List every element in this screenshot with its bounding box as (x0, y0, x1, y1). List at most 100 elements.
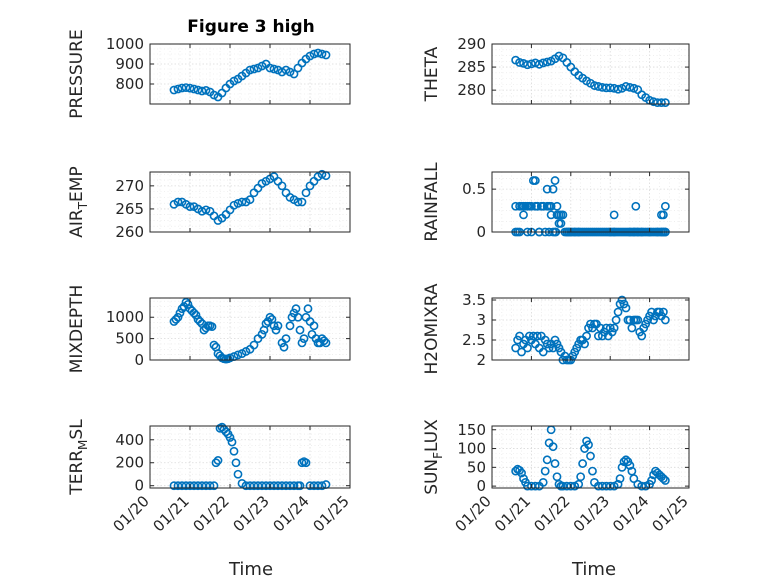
air_temp-point (249, 188, 259, 198)
rainfall-point (552, 210, 562, 220)
mixdepth-point (171, 314, 181, 324)
h2omixra-ylabel: H2OMIXRA (422, 283, 442, 374)
sun_flux-point (548, 442, 558, 452)
h2omixra-point (613, 307, 623, 317)
terr_msl-point (177, 481, 187, 491)
mixdepth-point (271, 325, 281, 335)
theta-ytick-label: 280 (457, 81, 486, 99)
air_temp-point (245, 195, 255, 205)
rainfall-point (660, 201, 670, 211)
air_temp-point (233, 198, 243, 208)
air_temp-point (297, 197, 307, 207)
air_temp-point (201, 205, 211, 215)
mixdepth-point (321, 338, 331, 348)
sun_flux-point (658, 474, 668, 484)
rainfall-point (658, 210, 668, 220)
mixdepth-ytick-label: 0 (134, 351, 144, 369)
h2omixra-point (515, 331, 524, 341)
h2omixra-ytick-label: 2.5 (462, 331, 486, 349)
terr_msl-ytick-label: 200 (115, 454, 144, 472)
pressure-axes-frame (149, 43, 351, 105)
rainfall-point (556, 210, 566, 220)
mixdepth-point (181, 297, 191, 307)
mixdepth-point (191, 310, 201, 320)
terr_msl-xtick-label: 01/24 (270, 492, 313, 535)
terr_msl-point (301, 458, 311, 468)
h2omixra-point (660, 315, 670, 325)
theta-point (625, 82, 635, 92)
air_temp-ytick-label: 265 (115, 200, 144, 218)
terr_msl-point (201, 481, 211, 491)
mixdepth-ytick-label: 500 (115, 330, 144, 348)
theta-point (542, 57, 552, 67)
terr_msl-point (225, 433, 235, 442)
pressure-point (177, 83, 187, 93)
h2omixra-ytick-label: 2 (476, 351, 486, 369)
terr_msl-point (227, 437, 237, 447)
terr_msl-point (221, 427, 231, 437)
air_temp-point (301, 188, 311, 198)
h2omixra-point (593, 331, 603, 341)
h2omixra-point (658, 307, 668, 317)
sun_flux-point (615, 474, 625, 484)
mixdepth-point (299, 334, 309, 344)
pressure-ylabel: PRESSURE (67, 29, 87, 118)
h2omixra-point (609, 323, 619, 333)
terr_msl-point (317, 481, 327, 491)
sun_flux-point (619, 457, 629, 467)
h2omixra-point (532, 331, 542, 341)
sun_flux-point (550, 459, 560, 468)
sun_flux-ylabel: SUNFLUX (422, 419, 445, 495)
terr_msl-xtick-label: 01/20 (110, 492, 153, 535)
terr_msl-point (205, 481, 215, 491)
pressure-point (181, 83, 191, 92)
mixdepth-point (261, 319, 271, 329)
sun_flux-ytick-label: 50 (467, 458, 486, 476)
rainfall-point (515, 201, 524, 211)
rainfall-ylabel: RAINFALL (422, 162, 442, 242)
sun_flux-ytick-label: 0 (476, 477, 486, 495)
rainfall-point (544, 201, 554, 211)
sun_flux-point (605, 481, 615, 491)
mixdepth-point (265, 312, 275, 322)
h2omixra-point (637, 331, 647, 341)
air_temp-ylabel: AIRTEMP (67, 166, 90, 237)
sun_flux-point (584, 440, 593, 450)
terr_msl-point (169, 481, 179, 491)
pressure-point (313, 48, 323, 58)
rainfall-point (554, 219, 564, 228)
terr_msl-point (185, 481, 195, 491)
mixdepth-point (287, 312, 297, 322)
sun_flux-xtick-label: 01/20 (452, 492, 495, 535)
rainfall-point (548, 184, 558, 194)
h2omixra-point (621, 303, 631, 313)
sun_flux-point (538, 477, 548, 487)
theta-point (593, 82, 603, 91)
terr_msl-xtick-label: 01/21 (150, 492, 193, 535)
sun_flux-point (578, 459, 588, 468)
rainfall-point (546, 210, 556, 220)
theta-point (629, 83, 639, 93)
h2omixra-point (517, 347, 526, 357)
sun_flux-axes-frame (491, 425, 690, 489)
mixdepth-point (177, 304, 187, 314)
air_temp-point (185, 202, 195, 212)
theta-point (562, 58, 572, 67)
terr_msl-ytick-label: 400 (115, 431, 144, 449)
mixdepth-point (297, 338, 307, 348)
sun_flux-ytick-label: 100 (457, 440, 486, 458)
air_temp-point (197, 206, 207, 216)
pressure-point (317, 49, 327, 59)
rainfall-point (609, 210, 619, 220)
air_temp-ytick-label: 270 (115, 177, 144, 195)
rainfall-point (511, 201, 521, 211)
mixdepth-point (309, 321, 319, 331)
h2omixra-axes-frame (491, 297, 690, 361)
mixdepth-ylabel: MIXDEPTH (67, 285, 87, 374)
mixdepth-point (295, 325, 305, 335)
pressure-ytick-label: 1000 (106, 35, 144, 53)
h2omixra-point (538, 347, 548, 357)
rainfall-axes-frame (491, 171, 690, 233)
theta-axes-frame (491, 43, 690, 105)
